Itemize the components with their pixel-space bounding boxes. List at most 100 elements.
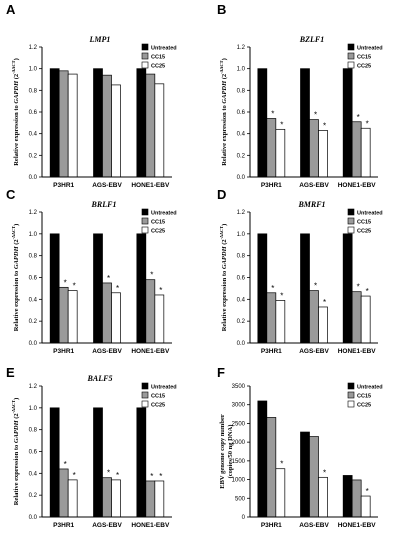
y-axis-label-close: ) [13, 58, 20, 60]
y-tick-label: 0.0 [29, 341, 38, 347]
bar-cc25-ags-ebv [111, 479, 121, 518]
legend-label-cc25: CC25 [151, 229, 165, 235]
y-axis-label-superscript: -ΔΔCT [219, 60, 224, 73]
x-tick-label: AGS-EBV [299, 182, 329, 189]
y-tick-label: 0.2 [29, 153, 38, 159]
y-axis-label-superscript: -ΔΔCT [219, 226, 224, 239]
y-axis-label-superscript: -ΔΔCT [11, 226, 16, 239]
x-tick-label: AGS-EBV [92, 182, 122, 189]
y-axis-label-text: Relative expression to [13, 104, 20, 166]
legend-label-cc15: CC15 [151, 55, 165, 61]
y-tick-label: 2500 [232, 421, 246, 427]
y-tick-label: 1000 [232, 478, 246, 484]
bar-cc25-hone1-ebv [154, 294, 165, 344]
y-tick-label: 2000 [232, 440, 246, 446]
significance-star: * [314, 282, 317, 291]
y-axis-label-gene: GAPDH [13, 80, 20, 104]
y-tick-label: 0.6 [29, 110, 38, 116]
y-tick-label: 1.0 [237, 232, 246, 238]
bar-untreated-ags-ebv [300, 68, 310, 178]
y-tick-label: 3000 [232, 403, 246, 409]
bar-cc15-ags-ebv [102, 282, 112, 344]
significance-star: * [64, 278, 67, 287]
bar-cc25-hone1-ebv [154, 480, 165, 518]
legend-swatch-cc15 [141, 391, 149, 399]
y-tick-label: 0.2 [29, 319, 38, 325]
bar-cc15-ags-ebv [309, 119, 319, 178]
bar-cc15-p3hr1 [266, 118, 277, 178]
significance-star: * [323, 468, 326, 477]
bar-untreated-ags-ebv [93, 68, 103, 178]
y-axis-label: Relative expression to GAPDH (2-ΔΔCT) [11, 58, 20, 166]
bar-untreated-hone1-ebv [136, 68, 147, 178]
y-tick-label: 0.8 [29, 428, 38, 434]
legend-swatch-cc15 [141, 217, 149, 225]
significance-star: * [73, 471, 76, 480]
bar-cc25-hone1-ebv [154, 83, 165, 178]
y-axis-label-expr: (2 [13, 74, 20, 81]
panel-c: C BRLF1 0.0 0.2 0.4 0.6 0.8 1.0 1.2 Relative expr… [6, 187, 177, 355]
legend-swatch-untreated [141, 382, 149, 390]
bar-cc25-ags-ebv [111, 84, 121, 178]
x-tick-label: P3HR1 [53, 348, 74, 355]
y-axis-label: Relative expression to GAPDH (2-ΔΔCT) [11, 224, 20, 332]
legend-swatch-untreated [141, 208, 149, 216]
bar-cc25-ags-ebv [318, 476, 328, 518]
x-tick-label: P3HR1 [261, 348, 282, 355]
legend-label-cc25: CC25 [151, 64, 165, 70]
y-axis-label-close: ) [13, 224, 20, 226]
legend-swatch-untreated [347, 208, 355, 216]
bar-cc15-p3hr1 [58, 468, 69, 518]
bar-cc25-p3hr1 [67, 290, 78, 344]
y-tick-label: 0.4 [29, 471, 38, 477]
y-tick-label: 0.4 [237, 132, 246, 138]
x-tick-label: HONE1-EBV [338, 522, 377, 529]
y-tick-label: 0.6 [237, 110, 246, 116]
y-tick-label: 500 [235, 496, 246, 502]
bar-cc25-p3hr1 [67, 73, 78, 178]
bar-cc15-hone1-ebv [351, 291, 362, 344]
bar-cc25-hone1-ebv [360, 495, 371, 518]
legend-swatch-cc25 [141, 400, 149, 408]
panel-title: BRLF1 [91, 200, 117, 209]
y-tick-label: 3500 [232, 384, 246, 390]
y-tick-label: 0.2 [237, 319, 246, 325]
y-axis-label: Relative expression to GAPDH (2-ΔΔCT) [11, 398, 20, 506]
y-tick-label: 0.8 [237, 88, 246, 94]
significance-star: * [323, 298, 326, 307]
bar-cc25-p3hr1 [67, 479, 78, 518]
x-tick-label: AGS-EBV [92, 348, 122, 355]
legend-swatch-cc15 [347, 217, 355, 225]
y-tick-label: 0.8 [29, 88, 38, 94]
significance-star: * [366, 119, 369, 128]
legend-label-untreated: Untreated [357, 211, 383, 217]
significance-star: * [116, 471, 119, 480]
y-axis-label-expr: (2 [221, 239, 228, 246]
significance-star: * [73, 282, 76, 291]
significance-star: * [271, 110, 274, 119]
significance-star: * [280, 460, 283, 469]
bar-cc15-p3hr1 [58, 70, 69, 178]
significance-star: * [366, 287, 369, 296]
significance-star: * [159, 472, 162, 481]
panel-a: A LMP1 0.0 0.2 0.4 0.6 0.8 1.0 1.2 Relative expre… [6, 2, 177, 189]
y-tick-label: 0.0 [237, 341, 246, 347]
x-tick-label: P3HR1 [261, 522, 282, 529]
bar-untreated-ags-ebv [93, 407, 103, 518]
legend-swatch-cc25 [347, 226, 355, 234]
y-tick-label: 0.4 [29, 297, 38, 303]
x-tick-label: P3HR1 [53, 182, 74, 189]
y-axis-label-gene: GAPDH [13, 419, 20, 443]
legend-label-cc15: CC15 [357, 394, 371, 400]
significance-star: * [159, 286, 162, 295]
y-axis-label-units: (copies/50 ng DNA) [227, 425, 234, 479]
x-tick-label: AGS-EBV [92, 522, 122, 529]
x-tick-label: HONE1-EBV [338, 348, 377, 355]
y-axis-label-superscript: -ΔΔCT [11, 60, 16, 73]
y-axis-label-expr: (2 [13, 413, 20, 420]
y-axis-label-gene: GAPDH [221, 80, 228, 104]
legend-swatch-cc25 [347, 61, 355, 69]
x-tick-label: P3HR1 [53, 522, 74, 529]
bar-cc15-p3hr1 [58, 286, 69, 344]
bar-cc15-ags-ebv [102, 477, 112, 518]
